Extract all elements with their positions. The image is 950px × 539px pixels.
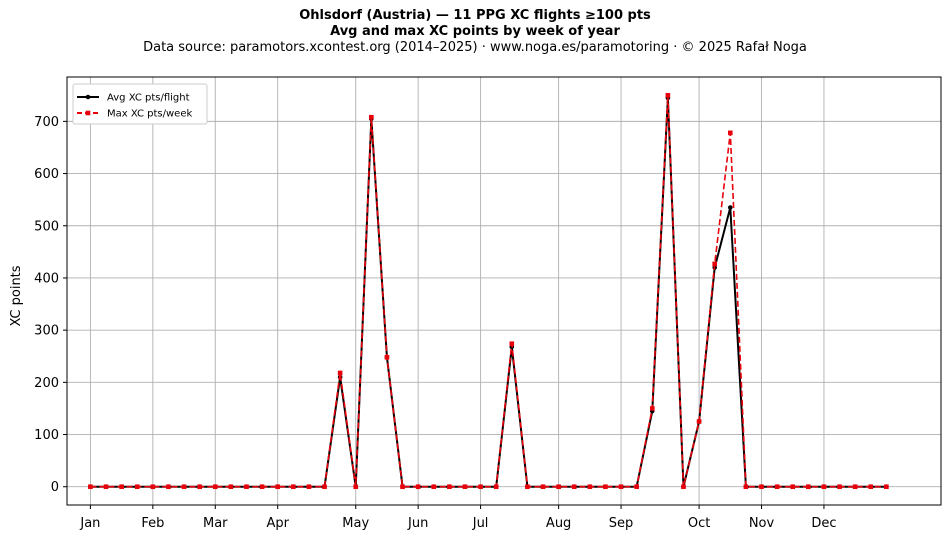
max-point [212,484,218,490]
max-point [509,341,515,347]
max-series-line [90,94,887,488]
max-point [306,484,312,490]
max-point [681,484,686,490]
y-tick-label: 700 [34,115,59,130]
max-point [837,484,842,490]
series-layer [88,92,889,490]
x-tick-label-apr: Apr [266,516,289,531]
max-point [540,484,546,490]
x-tick-label-oct: Oct [688,516,710,531]
max-point [603,484,608,490]
max-point [759,484,764,490]
max-point [634,484,639,490]
x-tick-label-aug: Aug [546,516,571,531]
max-point [478,484,483,490]
max-point [181,484,187,490]
x-tick-label-jan: Jan [79,516,100,531]
chart-title-2: Avg and max XC points by week of year [330,24,620,39]
max-point [852,484,858,490]
axis-ticks: 0 100 200 300 400 500 600 700 Jan Feb Mar Apr May Jun… [34,115,836,531]
max-point [166,484,171,490]
max-point [447,484,452,490]
y-tick-label: 600 [34,167,59,182]
plot-frame [66,76,942,506]
legend-avg-label: Avg XC pts/flight [107,93,190,104]
max-point [275,484,280,490]
max-point [649,406,655,411]
title-block: Ohlsdorf (Austria) — 11 PPG XC flights ≥… [0,8,950,56]
legend-max-label: Max XC pts/week [107,109,192,120]
x-tick-label-sep: Sep [609,516,634,531]
x-tick-label-jun: Jun [407,516,428,531]
max-point [291,484,296,490]
max-point [525,484,530,490]
max-point [88,484,93,490]
max-point [244,484,249,490]
y-axis-label: XC points [9,265,24,326]
max-point [493,484,499,490]
y-tick-label: 0 [51,480,59,495]
max-point [369,114,374,120]
max-point [821,484,827,490]
max-point [868,484,874,490]
max-point [259,484,265,490]
chart-title: Ohlsdorf (Austria) — 11 PPG XC flights ≥… [299,8,651,23]
max-point [587,484,593,490]
data-source-line: Data source: paramotors.xcontest.org (20… [143,40,807,55]
legend-avg-marker [85,94,91,100]
max-point [400,484,405,490]
max-point [712,261,717,267]
max-point [337,370,343,376]
max-point [150,484,156,490]
y-tick-label: 200 [34,376,59,391]
max-point [556,484,561,490]
legend-box [72,83,208,125]
legend: Avg XC pts/flight Max XC pts/week [72,83,208,125]
max-point [774,484,780,490]
max-point [728,130,733,136]
x-tick-label-dec: Dec [811,516,836,531]
max-point [415,484,421,490]
max-point [462,484,468,490]
max-point [353,484,359,490]
grid-lines [67,77,941,505]
y-tick-label: 400 [34,271,59,286]
x-tick-label-may: May [342,516,369,531]
max-point [806,484,811,490]
x-tick-label-feb: Feb [141,516,164,531]
y-tick-label: 100 [34,428,59,443]
x-tick-label-jul: Jul [472,516,489,531]
max-point [618,484,624,490]
avg-series-line [90,96,887,488]
max-point [197,484,202,490]
max-point [103,484,109,490]
max-point [322,484,327,490]
max-point [431,484,437,490]
x-tick-label-nov: Nov [749,516,775,531]
max-point [228,484,234,490]
max-point [743,484,749,490]
x-tick-label-mar: Mar [203,516,228,531]
max-point [790,484,796,490]
max-point [119,484,124,490]
y-tick-label: 500 [34,219,59,234]
max-point [665,92,671,98]
y-tick-label: 300 [34,324,59,339]
max-point [571,484,577,490]
max-point [696,419,702,424]
max-point [134,484,140,490]
avg-point [728,205,733,210]
legend-max-marker [85,110,91,116]
max-point [384,354,390,360]
max-point [884,484,889,490]
